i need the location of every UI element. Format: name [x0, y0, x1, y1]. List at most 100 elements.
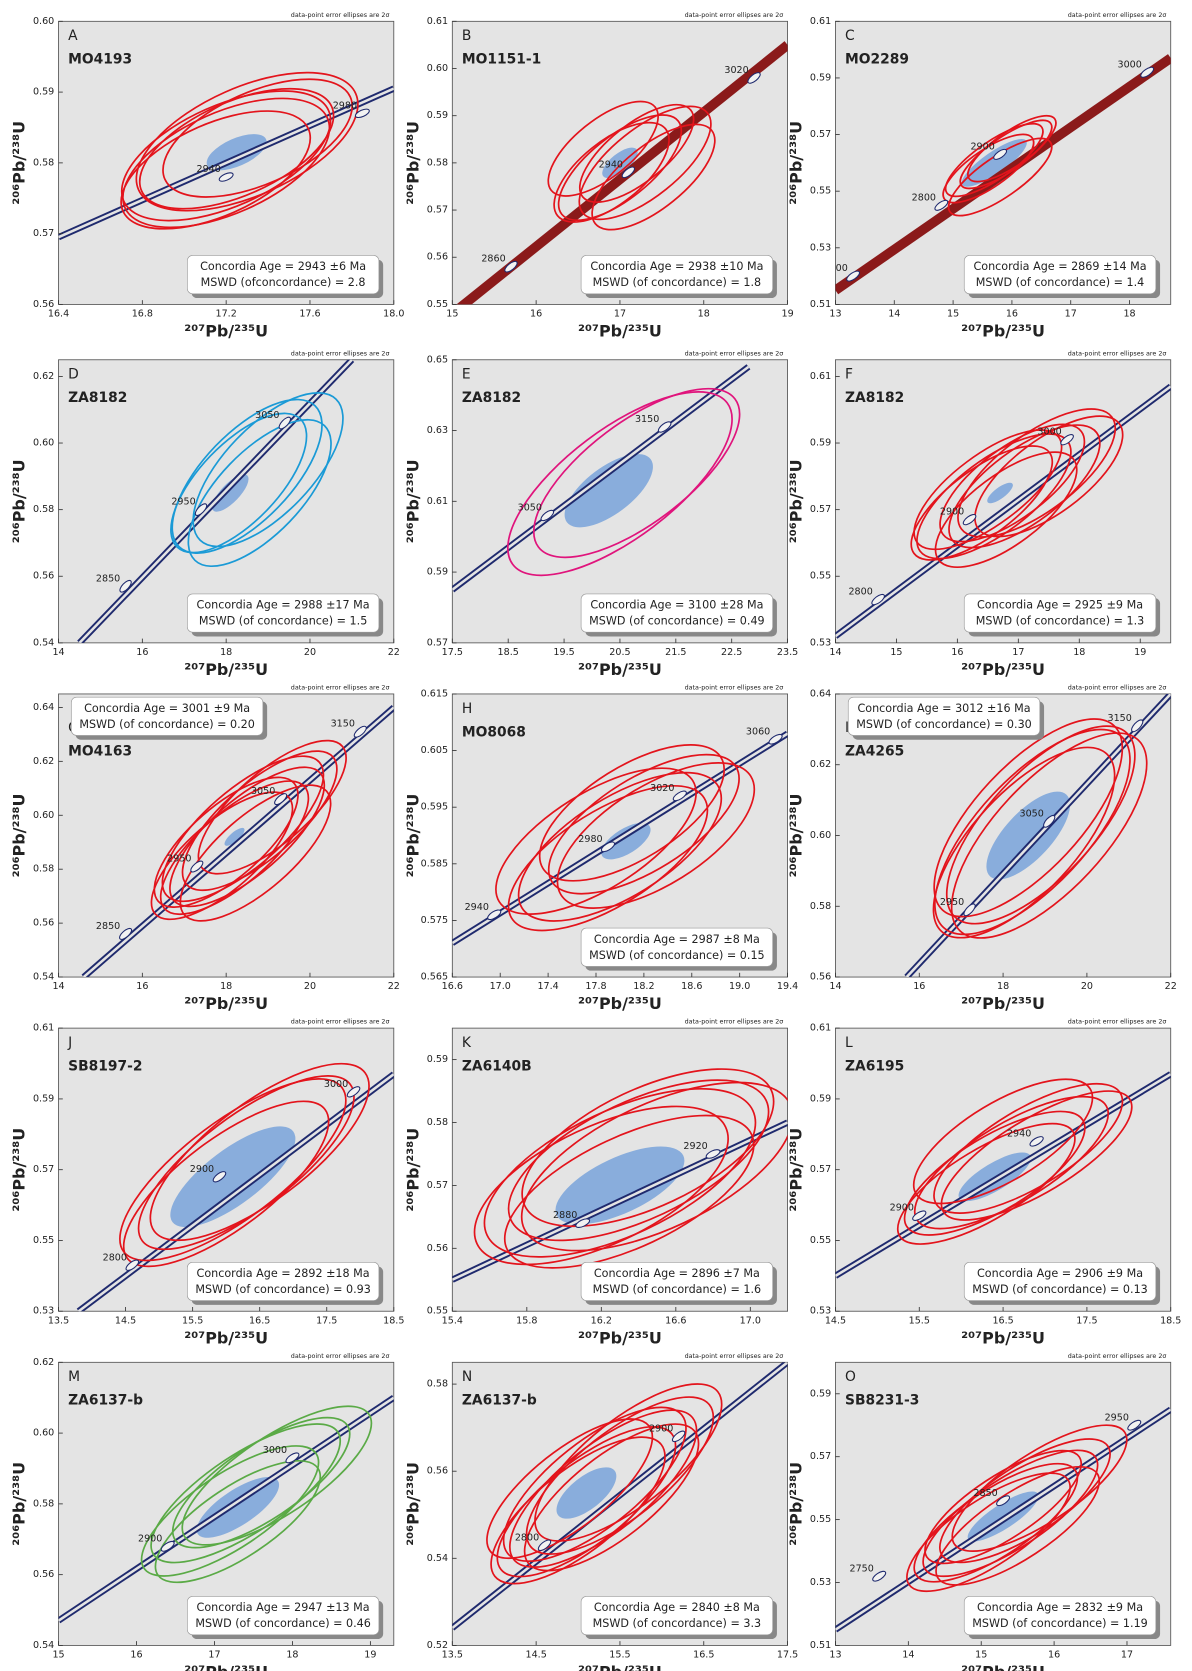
- x-axis-title: ²⁰⁷Pb/²³⁵U: [184, 1328, 268, 1347]
- y-axis-title: ²⁰⁶Pb/²³⁸U: [787, 121, 806, 205]
- age-label: 3050: [518, 503, 542, 514]
- error-ellipse: [967, 114, 1057, 183]
- ellipse-note: data-point error ellipses are 2σ: [1068, 349, 1167, 357]
- age-label: 3020: [650, 783, 674, 794]
- age-label: 3150: [1108, 713, 1132, 724]
- age-mark: [871, 593, 885, 606]
- error-ellipse: [502, 1406, 687, 1563]
- x-tick-label: 13.5: [48, 1315, 69, 1326]
- y-tick-label: 0.58: [427, 1379, 448, 1390]
- x-tick-label: 20.5: [609, 647, 630, 658]
- x-tick-label: 20: [304, 647, 316, 658]
- result-box: [963, 255, 1157, 295]
- y-axis-title: ²⁰⁶Pb/²³⁸U: [10, 794, 29, 878]
- panel: 2880 2920 15.4 15.8 16.2 16.6 17.0 0.55 0.56 0.57…: [404, 1018, 788, 1347]
- result-box: [963, 593, 1157, 633]
- error-ellipse: [534, 1383, 723, 1542]
- x-tick-label: 16.5: [992, 1315, 1013, 1326]
- sample-name: ZA8182: [845, 390, 904, 406]
- y-axis-title: ²⁰⁶Pb/²³⁸U: [404, 1462, 423, 1546]
- y-tick-label: 0.56: [810, 972, 831, 983]
- sample-name: MO4163: [68, 743, 132, 759]
- concordia-inner: [82, 706, 394, 978]
- sample-name: ZA8182: [68, 390, 127, 406]
- age-mark: [354, 108, 370, 119]
- error-ellipse: [532, 387, 741, 559]
- x-tick-label: 17.0: [740, 1315, 761, 1326]
- panel: 2850 2950 3050 3150 14 16 18 20 22 0.54 0.56 0.58 0.…: [10, 684, 400, 1014]
- age-label: 2900: [940, 507, 964, 518]
- x-axis-title: ²⁰⁷Pb/²³⁵U: [961, 1328, 1045, 1347]
- plot-content: 2880 2920: [452, 1068, 788, 1283]
- age-label: 2940: [196, 164, 220, 175]
- plot-content: 2900 3000: [58, 1395, 394, 1624]
- result-box: [580, 593, 773, 633]
- error-ellipse: [120, 110, 312, 230]
- error-ellipse: [957, 408, 1117, 538]
- y-tick-label: 0.56: [33, 918, 54, 929]
- panel-letter: N: [462, 1369, 472, 1385]
- y-axis-title: ²⁰⁶Pb/²³⁸U: [404, 794, 423, 878]
- y-tick-label: 0.57: [810, 1164, 831, 1175]
- x-tick-label: 18.0: [383, 309, 404, 320]
- y-tick-label: 0.585: [421, 858, 448, 869]
- mean-ellipse: [212, 474, 249, 512]
- panel: 3050 3150 17.5 18.5 19.5 20.5 21.5 22.5 23.5 0.57…: [404, 349, 799, 679]
- mean-ellipse: [555, 1146, 685, 1225]
- age-mark: [621, 166, 636, 179]
- age-mark: [705, 1149, 721, 1159]
- x-tick-label: 15: [446, 309, 458, 320]
- y-tick-label: 0.53: [33, 1306, 54, 1317]
- y-tick-label: 0.54: [33, 1640, 54, 1651]
- error-ellipse: [181, 1405, 373, 1546]
- ellipse-note: data-point error ellipses are 2σ: [1068, 1352, 1167, 1360]
- mean-ellipse: [986, 791, 1071, 880]
- x-tick-label: 18: [220, 647, 232, 658]
- error-ellipse: [149, 1062, 370, 1242]
- x-axis-title: ²⁰⁷Pb/²³⁵U: [184, 660, 268, 679]
- sample-name: ZA8182: [462, 390, 521, 406]
- panel: 2750 2850 2950 13 14 15 16 17 0.51 0.53 0.55 0.57 0.…: [787, 1352, 1172, 1671]
- x-tick-label: 17.2: [216, 309, 237, 320]
- x-tick-label: 16: [1048, 1650, 1060, 1661]
- error-ellipse: [906, 1472, 1071, 1593]
- error-ellipse: [507, 784, 709, 932]
- y-tick-label: 0.53: [810, 1306, 831, 1317]
- y-tick-label: 0.61: [810, 1023, 831, 1034]
- error-ellipse: [896, 1122, 1076, 1245]
- panel-letter: B: [462, 28, 472, 44]
- mswd: MSWD (of concordance) = 1.3: [976, 615, 1144, 628]
- panel-letter: D: [68, 367, 79, 383]
- x-tick-label: 17.5: [442, 647, 463, 658]
- concordia-inner: [78, 359, 353, 643]
- plot-content: 2800 2900 3000: [76, 1062, 394, 1312]
- x-axis-title: ²⁰⁷Pb/²³⁵U: [184, 994, 268, 1013]
- error-ellipse: [162, 78, 354, 198]
- sample-name: SB8197-2: [68, 1058, 142, 1074]
- x-tick-label: 16: [1006, 309, 1018, 320]
- sample-name: ZA6137-b: [68, 1393, 143, 1409]
- y-tick-label: 0.63: [427, 425, 448, 436]
- age-label: 3000: [1037, 427, 1061, 438]
- x-tick-label: 15.5: [609, 1650, 630, 1661]
- mswd: MSWD (of concordance) = 0.93: [195, 1283, 371, 1296]
- y-tick-label: 0.59: [427, 1054, 448, 1065]
- error-ellipse: [945, 725, 1136, 925]
- plot-area: [58, 693, 395, 978]
- error-ellipse: [486, 1418, 654, 1560]
- x-tick-label: 14.5: [525, 1650, 546, 1661]
- sample-name: ZA6140B: [462, 1058, 532, 1074]
- x-tick-label: 17: [614, 309, 626, 320]
- concordia-age: Concordia Age = 3001 ±9 Ma: [84, 702, 250, 715]
- mswd: MSWD (of concordance) = 1.19: [972, 1617, 1148, 1630]
- age-label: 2700: [823, 263, 847, 274]
- age-label: 3050: [251, 786, 275, 797]
- concordia-age: Concordia Age = 3100 ±28 Ma: [590, 599, 763, 612]
- plot-content: 2950 3050 3150: [904, 693, 1171, 978]
- sample-name: SB8231-3: [845, 1393, 919, 1409]
- mean-ellipse: [987, 482, 1013, 504]
- y-tick-label: 0.60: [33, 16, 54, 27]
- age-mark: [190, 860, 204, 873]
- mean-ellipse: [564, 454, 653, 528]
- x-tick-label: 18.6: [681, 981, 702, 992]
